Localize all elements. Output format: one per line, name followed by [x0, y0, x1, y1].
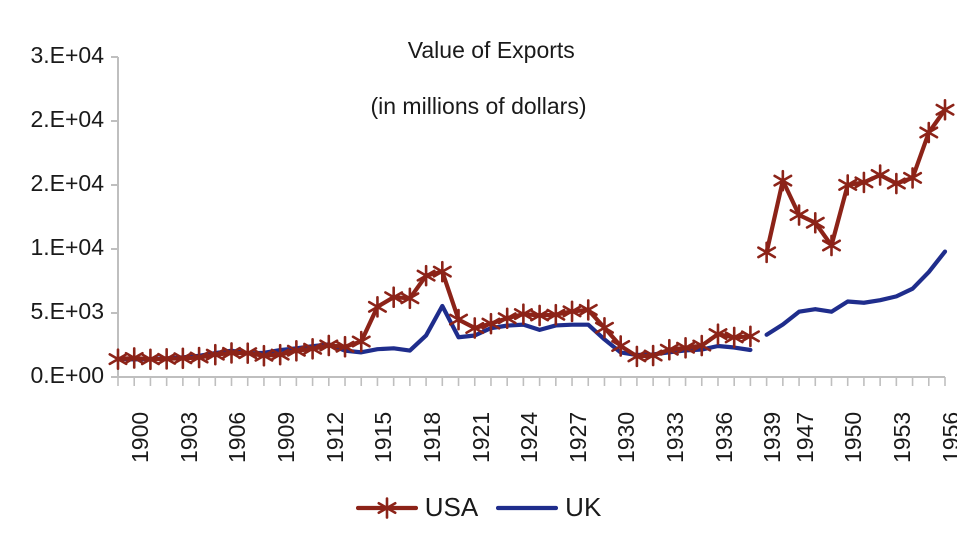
legend-star-marker — [377, 496, 397, 519]
legend-label: USA — [424, 492, 479, 522]
series-marker-usa — [303, 337, 323, 360]
series-marker-usa — [286, 339, 306, 362]
series-marker-usa — [449, 308, 469, 331]
series-marker-usa — [319, 334, 339, 357]
series-line-usa — [764, 107, 948, 255]
series-marker-usa — [173, 347, 193, 370]
series-line-uk — [764, 249, 948, 337]
series-marker-usa — [886, 172, 906, 195]
series-marker-usa — [740, 325, 760, 348]
series-marker-usa — [594, 317, 614, 339]
series-marker-usa — [465, 317, 485, 339]
series-marker-usa — [157, 348, 177, 370]
series-usa — [108, 98, 955, 371]
series-marker-usa — [562, 300, 582, 323]
series-marker-usa — [384, 286, 404, 308]
series-line-uk — [115, 303, 753, 362]
series-marker-usa — [530, 304, 550, 327]
chart-title-line-2: (in millions of dollars) — [370, 93, 587, 119]
chart-title: Value of Exports (in millions of dollars… — [0, 8, 957, 176]
legend-line-icon — [496, 497, 559, 519]
series-group — [108, 98, 955, 371]
series-marker-usa — [773, 169, 793, 192]
y-axis-tick-label: 2.E+04 — [30, 170, 104, 196]
series-marker-usa — [546, 303, 566, 326]
series-marker-usa — [140, 348, 160, 371]
y-axis-tick-label: 0.E+00 — [30, 362, 104, 388]
series-marker-usa — [805, 211, 825, 234]
legend-entry-usa[interactable]: USA — [355, 492, 479, 523]
series-marker-usa — [497, 307, 517, 330]
series-marker-usa — [416, 264, 436, 287]
series-marker-usa — [643, 344, 663, 367]
y-axis-tick-label: 3.E+04 — [30, 42, 104, 68]
y-axis-tick-label: 2.E+04 — [30, 106, 104, 132]
series-marker-usa — [611, 335, 631, 357]
series-marker-usa — [351, 330, 371, 353]
series-marker-usa — [124, 347, 144, 369]
legend-label: UK — [565, 492, 602, 522]
series-marker-usa — [513, 303, 533, 325]
series-marker-usa — [935, 98, 955, 121]
series-marker-usa — [367, 296, 387, 318]
series-marker-usa — [692, 334, 712, 357]
chart-title-line-1: Value of Exports — [407, 37, 575, 63]
series-marker-usa — [205, 343, 225, 366]
y-axis-tick-label: 1.E+04 — [30, 234, 104, 260]
series-line-usa — [115, 269, 753, 362]
chart-legend: USA UK — [0, 492, 957, 523]
series-marker-usa — [919, 121, 939, 144]
series-marker-usa — [708, 323, 728, 345]
series-marker-usa — [335, 335, 355, 358]
series-marker-usa — [400, 287, 420, 310]
series-marker-usa — [838, 174, 858, 196]
series-marker-usa — [254, 344, 274, 367]
series-marker-usa — [724, 326, 744, 349]
series-marker-usa — [481, 312, 501, 335]
series-marker-usa — [789, 204, 809, 226]
series-marker-usa — [659, 338, 679, 361]
series-marker-usa — [627, 345, 647, 368]
legend-entry-uk[interactable]: UK — [496, 492, 601, 523]
series-marker-usa — [870, 164, 890, 186]
legend-star-line-icon — [355, 496, 418, 519]
series-marker-usa — [757, 241, 777, 264]
series-marker-usa — [903, 167, 923, 189]
series-uk — [115, 249, 948, 362]
series-marker-usa — [221, 342, 242, 364]
series-marker-usa — [238, 342, 258, 364]
series-marker-usa — [189, 346, 209, 369]
series-marker-usa — [821, 234, 842, 257]
series-marker-usa — [270, 343, 290, 366]
series-marker-usa — [854, 171, 874, 194]
series-marker-usa — [578, 299, 598, 321]
series-marker-usa — [108, 348, 128, 370]
series-marker-usa — [676, 336, 696, 359]
y-axis-tick-label: 5.E+03 — [30, 298, 104, 324]
series-marker-usa — [432, 260, 452, 283]
